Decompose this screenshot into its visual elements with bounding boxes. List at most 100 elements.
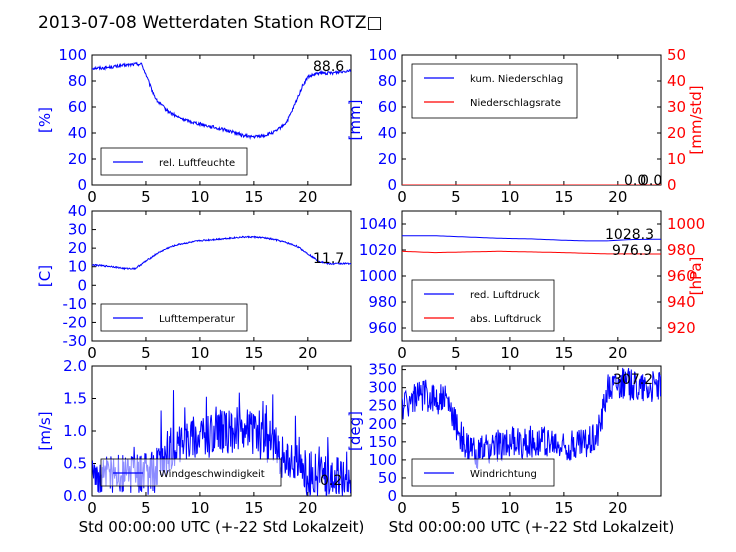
- y2-tick-label: 1000: [667, 215, 705, 233]
- legend: kum. Niederschlag Niederschlagsrate: [411, 63, 578, 119]
- y-tick-label: 980: [368, 293, 397, 311]
- x-tick-label: 10: [500, 499, 519, 517]
- y-tick-label: 1.5: [63, 390, 87, 408]
- x-tick-label: 0: [87, 499, 97, 517]
- x-tick-label: 15: [554, 499, 573, 517]
- y-tick-label: 80: [68, 72, 87, 90]
- legend-box: [411, 279, 555, 332]
- y-tick-label: 100: [58, 46, 87, 64]
- legend-entry: kum. Niederschlag: [470, 74, 563, 85]
- y-tick-label: 20: [68, 150, 87, 168]
- y-tick-label: 80: [378, 72, 397, 90]
- y-tick-label: 0: [77, 276, 87, 294]
- legend-entry: red. Luftdruck: [470, 290, 540, 301]
- legend: red. Luftdruck abs. Luftdruck: [411, 279, 555, 332]
- y-tick-label: 10: [68, 258, 87, 276]
- legend: rel. Luftfeuchte: [100, 147, 248, 176]
- x-tick-label: 0: [397, 499, 407, 517]
- legend: Lufttemperatur: [100, 303, 248, 332]
- y-tick-label: 0: [77, 176, 87, 194]
- value-annotation: 976.9: [612, 243, 652, 259]
- x-axis-label: Std 00:00:00 UTC (+-22 Std Lokalzeit): [389, 518, 675, 536]
- y-axis-label: [deg]: [346, 411, 364, 451]
- x-tick-label: 0: [397, 344, 407, 362]
- y2-tick-label: 0: [667, 176, 677, 194]
- legend: Windrichtung: [411, 458, 555, 487]
- value-annotation: 11.7: [313, 251, 344, 267]
- y-tick-label: 1000: [359, 267, 397, 285]
- value-annotation: 0.2: [320, 473, 342, 489]
- y-tick-label: 0.0: [63, 487, 87, 505]
- y-tick-label: 1.0: [63, 422, 87, 440]
- x-tick-label: 10: [500, 188, 519, 206]
- y-tick-label: 60: [68, 98, 87, 116]
- x-tick-label: 0: [87, 188, 97, 206]
- x-tick-label: 20: [608, 188, 627, 206]
- y-tick-label: 40: [68, 202, 87, 220]
- y-tick-label: 30: [68, 221, 87, 239]
- y2-tick-label: 960: [667, 267, 696, 285]
- series-line-lufttemperatur: [92, 235, 351, 271]
- series-line-abs-luftdruck: [402, 250, 661, 255]
- y-tick-label: 20: [378, 150, 397, 168]
- y-tick-label: 40: [378, 124, 397, 142]
- value-annotation: 0.0: [624, 173, 646, 189]
- x-tick-label: 15: [244, 344, 263, 362]
- y-axis-label: [C]: [36, 265, 54, 287]
- value-annotation: 1028.3: [605, 227, 654, 243]
- y2-tick-label: 980: [667, 241, 696, 259]
- legend-box: [411, 63, 578, 119]
- x-tick-label: 20: [298, 344, 317, 362]
- value-annotation: 307.2: [613, 372, 653, 388]
- x-tick-label: 15: [244, 499, 263, 517]
- y-tick-label: 100: [368, 46, 397, 64]
- x-tick-label: 10: [190, 188, 209, 206]
- series-line-windrichtung: [402, 367, 661, 469]
- legend-entry: abs. Luftdruck: [470, 314, 541, 325]
- series-line-rel-luftfeuchte: [92, 61, 351, 140]
- y-tick-label: 100: [368, 451, 397, 469]
- y-tick-label: 300: [368, 379, 397, 397]
- value-annotation: 0.0: [640, 173, 662, 189]
- y-axis-label: [mm]: [346, 100, 364, 141]
- y2-tick-label: 940: [667, 293, 696, 311]
- y2-tick-label: 40: [667, 72, 686, 90]
- y-axis-label: [%]: [36, 107, 54, 133]
- panel-wind-speed: 0 5 10 15 20 0.0 0.5 1.0 1.5 2.0 [m/s] Std 00:00:00…: [36, 357, 364, 536]
- y2-tick-label: 920: [667, 319, 696, 337]
- y-tick-label: 0.5: [63, 455, 87, 473]
- legend: Windgeschwindigkeit: [100, 458, 282, 487]
- x-tick-label: 10: [500, 344, 519, 362]
- x-tick-label: 5: [451, 188, 461, 206]
- figure-title: 2013-07-08 Wetterdaten Station ROTZ□: [38, 13, 383, 33]
- y-tick-label: 1040: [359, 215, 397, 233]
- y-tick-label: 350: [368, 361, 397, 379]
- legend-box: [100, 303, 248, 332]
- x-tick-label: 15: [244, 188, 263, 206]
- y-tick-label: 60: [378, 98, 397, 116]
- y2-tick-label: 30: [667, 98, 686, 116]
- panel-temperature: 0 5 10 15 20-30-20-10010203040[C]Lufttempera…: [36, 202, 352, 362]
- x-tick-label: 20: [298, 499, 317, 517]
- legend-entry: Windrichtung: [470, 469, 537, 480]
- y-tick-label: 0: [387, 176, 397, 194]
- panel-pressure: 0 5 10 15 20 960 980 1000 1020 1040 920 940 960 980 10…: [359, 210, 705, 362]
- legend-entry: Lufttemperatur: [159, 314, 236, 325]
- y2-axis-label: [hPa]: [687, 257, 705, 296]
- y2-tick-label: 50: [667, 46, 686, 64]
- y-tick-label: 40: [68, 124, 87, 142]
- y-tick-label: 50: [378, 469, 397, 487]
- y-tick-label: 250: [368, 397, 397, 415]
- value-annotation: 88.6: [313, 59, 344, 75]
- legend-entry: Windgeschwindigkeit: [159, 469, 265, 480]
- y2-axis-label: [mm/std]: [687, 85, 705, 154]
- x-tick-label: 0: [87, 344, 97, 362]
- y-tick-label: -30: [63, 332, 88, 350]
- x-tick-label: 20: [298, 188, 317, 206]
- x-tick-label: 5: [451, 499, 461, 517]
- x-tick-label: 0: [397, 188, 407, 206]
- x-tick-label: 10: [190, 499, 209, 517]
